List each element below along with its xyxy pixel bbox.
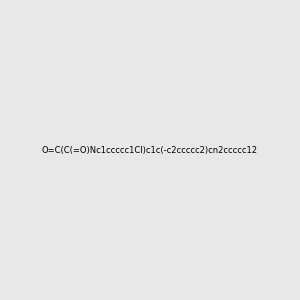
Text: O=C(C(=O)Nc1ccccc1Cl)c1c(-c2ccccc2)cn2ccccc12: O=C(C(=O)Nc1ccccc1Cl)c1c(-c2ccccc2)cn2cc… [42, 146, 258, 154]
